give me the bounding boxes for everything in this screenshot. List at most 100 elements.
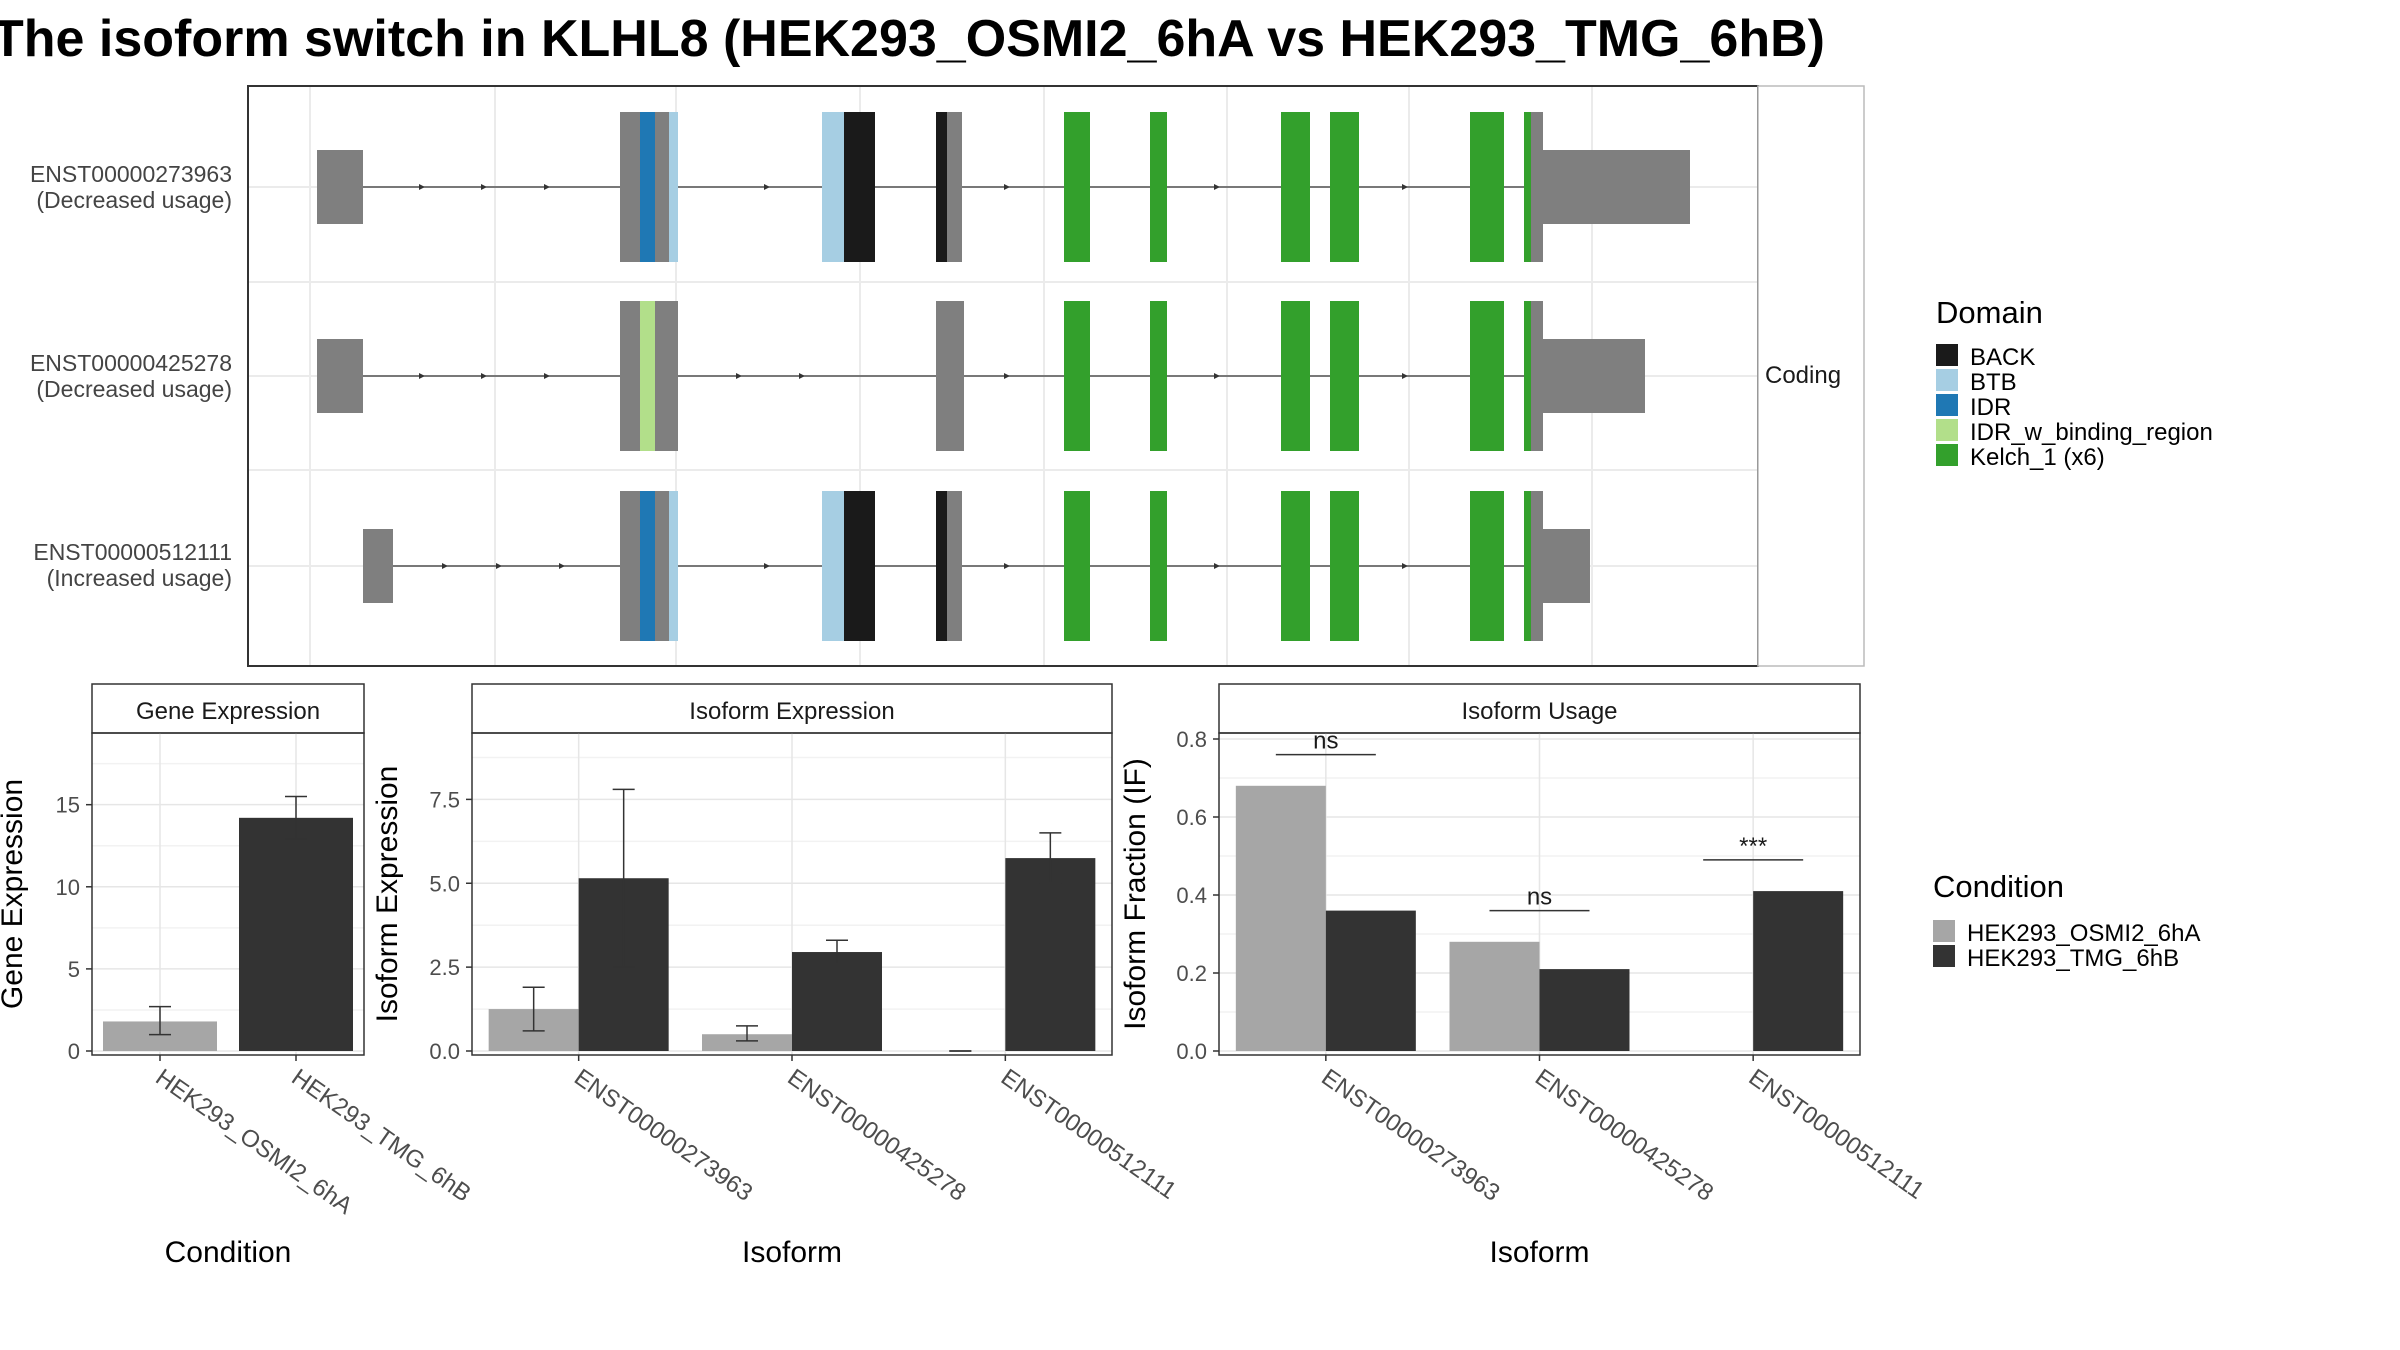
- isoform-usage-chart: Isoform Usage ns ns *** 0.0 0.2 0.4 0.6 0.8 ENST0…: [1119, 683, 1929, 1269]
- c0-ytick-label-0: 0: [68, 1039, 80, 1064]
- intron-arrow-3-3: [764, 563, 770, 569]
- c0-bar-1-1: [239, 817, 353, 1051]
- c1-ytick-label-0: 0.0: [429, 1039, 460, 1064]
- c2-sig-label-1: ns: [1527, 884, 1552, 911]
- c2-ytick-label-1: 0.2: [1176, 961, 1207, 986]
- domain-1-7: [1064, 112, 1090, 262]
- c2-bar-1-0: [1449, 941, 1540, 1051]
- intron-arrow-2-7: [1402, 373, 1408, 379]
- legend-key-btb: [1936, 369, 1958, 391]
- domain-3-10: [1330, 491, 1359, 641]
- domain-2-3: [1281, 301, 1310, 451]
- legend-key-idr-binding: [1936, 419, 1958, 441]
- domain-legend-title: Domain: [1936, 295, 2043, 330]
- c2-ytick-label-4: 0.8: [1176, 727, 1207, 752]
- legend-key-tmg: [1933, 945, 1955, 967]
- domain-2-2: [1150, 301, 1167, 451]
- c2-xtick-label-0: ENST00000273963: [1316, 1064, 1504, 1207]
- c2-bar-1-1: [1539, 969, 1630, 1051]
- domain-3-6: [947, 491, 962, 641]
- domain-2-1: [1064, 301, 1090, 451]
- legend-label-osmi2: HEK293_OSMI2_6hA: [1967, 920, 2200, 947]
- intron-arrow-2-2: [544, 373, 550, 379]
- c0-y-title: Gene Expression: [0, 779, 29, 1009]
- c1-bar-2-1: [1005, 858, 1096, 1051]
- c2-bar-2-1: [1753, 891, 1844, 1051]
- intron-arrow-3-4: [1004, 563, 1010, 569]
- c1-bar-1-0: [702, 1034, 792, 1051]
- domain-1-4: [844, 112, 875, 262]
- c2-xtick-label-2: ENST00000512111: [1744, 1064, 1929, 1205]
- c1-strip-title: Isoform Expression: [689, 698, 894, 725]
- domain-3-8: [1150, 491, 1167, 641]
- domain-legend: Domain BACK BTB IDR IDR_w_binding_region…: [1936, 295, 2213, 471]
- condition-legend: Condition HEK293_OSMI2_6hA HEK293_TMG_6h…: [1933, 869, 2200, 972]
- domain-1-9: [1281, 112, 1310, 262]
- intron-arrow-1-3: [764, 184, 770, 190]
- transcript-panel: Coding ENST00000273963 (Decreased usage)…: [30, 85, 1865, 667]
- domain-1-5: [936, 112, 947, 262]
- c2-x-title: Isoform: [1489, 1236, 1589, 1269]
- intron-arrow-2-6: [1214, 373, 1220, 379]
- isoform-expression-chart: Isoform Expression 0.0 2.5 5.0 7.5 ENST000002…: [371, 683, 1181, 1269]
- intron-arrow-1-2: [544, 184, 550, 190]
- c0-strip-title: Gene Expression: [136, 698, 320, 725]
- intron-arrow-2-1: [481, 373, 487, 379]
- c2-ytick-label-3: 0.6: [1176, 805, 1207, 830]
- transcript-usage-2: (Decreased usage): [36, 376, 232, 402]
- transcript-models: [317, 112, 1690, 641]
- domain-3-12: [1524, 491, 1531, 641]
- intron-arrow-2-0: [419, 373, 425, 379]
- intron-arrow-3-0: [442, 563, 448, 569]
- utr-3-0: [363, 529, 393, 603]
- coding-strip: [1757, 85, 1865, 667]
- intron-arrow-3-6: [1402, 563, 1408, 569]
- c1-y-title: Isoform Expression: [371, 766, 404, 1023]
- coding-strip-label: Coding: [1765, 362, 1841, 389]
- c1-bar-1-1: [792, 952, 882, 1051]
- c2-sig-label-2: ***: [1739, 833, 1767, 860]
- intron-arrow-1-6: [1402, 184, 1408, 190]
- c2-bar-0-0: [1235, 785, 1326, 1051]
- domain-1-3: [822, 112, 844, 262]
- c0-ytick-label-3: 15: [56, 793, 80, 818]
- domain-2-0: [640, 301, 655, 451]
- c0-ytick-label-1: 5: [68, 957, 80, 982]
- c2-strip: [1218, 683, 1861, 734]
- utr-3-1: [1543, 529, 1590, 603]
- domain-3-2: [669, 491, 678, 641]
- legend-key-back: [1936, 344, 1958, 366]
- c1-x-title: Isoform: [742, 1236, 842, 1269]
- c2-ytick-label-0: 0.0: [1176, 1039, 1207, 1064]
- intron-arrow-2-4: [799, 373, 805, 379]
- exon-2-1: [936, 301, 964, 451]
- domain-1-6: [947, 112, 962, 262]
- domain-1-10: [1330, 112, 1359, 262]
- intron-arrow-2-3: [736, 373, 742, 379]
- domain-3-5: [936, 491, 947, 641]
- domain-3-7: [1064, 491, 1090, 641]
- domain-1-11: [1470, 112, 1504, 262]
- legend-label-back: BACK: [1970, 344, 2035, 371]
- c1-strip: [471, 683, 1113, 734]
- utr-1-1: [1543, 150, 1690, 224]
- domain-1-0: [640, 112, 655, 262]
- c1-xtick-label-1: ENST00000425278: [783, 1064, 971, 1207]
- domain-3-4: [844, 491, 875, 641]
- c2-strip-title: Isoform Usage: [1461, 698, 1617, 725]
- c2-sig-label-0: ns: [1313, 728, 1338, 755]
- transcript-usage-3: (Increased usage): [47, 565, 232, 591]
- gene-expression-chart: Gene Expression051015HEK293_OSMI2_6hAHEK…: [0, 683, 476, 1269]
- c0-x-title: Condition: [165, 1236, 292, 1269]
- c1-ytick-label-3: 7.5: [429, 787, 460, 812]
- figure-title: The isoform switch in KLHL8 (HEK293_OSMI…: [0, 10, 1825, 68]
- domain-3-0: [640, 491, 655, 641]
- domain-1-2: [669, 112, 678, 262]
- intron-arrow-1-0: [419, 184, 425, 190]
- domain-3-9: [1281, 491, 1310, 641]
- legend-label-btb: BTB: [1970, 369, 2017, 396]
- intron-arrow-1-1: [481, 184, 487, 190]
- legend-label-idr-binding: IDR_w_binding_region: [1970, 419, 2213, 446]
- intron-arrow-2-5: [1004, 373, 1010, 379]
- c1-ytick-label-2: 5.0: [429, 871, 460, 896]
